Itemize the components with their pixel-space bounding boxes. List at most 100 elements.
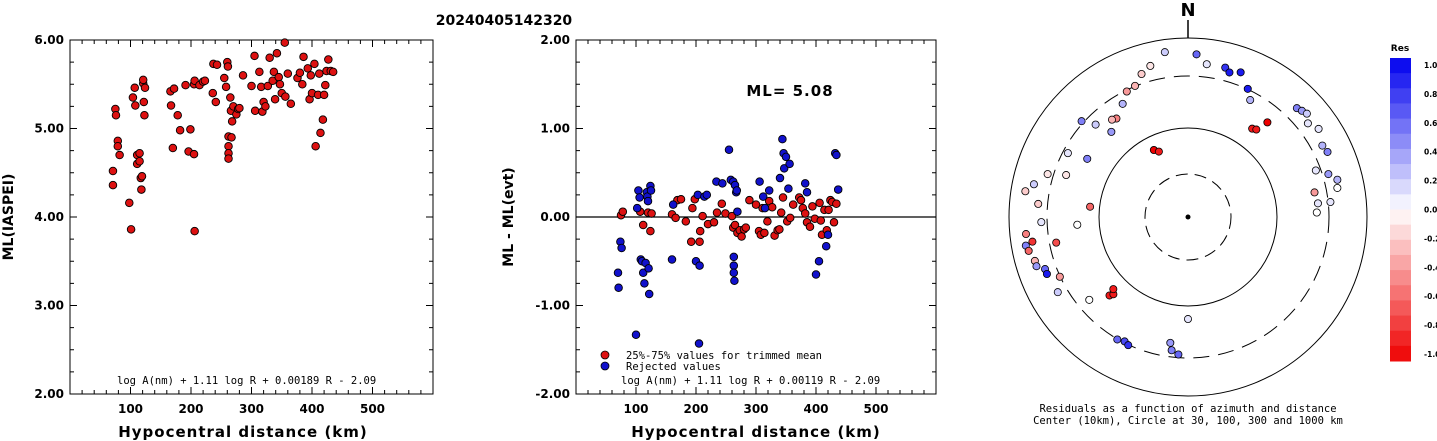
polar-point [1310, 188, 1319, 197]
data-point [111, 110, 121, 120]
data-point [250, 51, 259, 61]
data-point [823, 230, 833, 239]
data-point [613, 268, 623, 278]
data-point [781, 152, 791, 162]
data-point [802, 187, 812, 197]
colorbar-labels: 1.0 0.8 0.6 0.4 0.2 0.0 -0.2 -0.4 -0.6 -0.8 -1.0 [1424, 61, 1437, 359]
polar-point [1243, 84, 1252, 93]
data-point [135, 156, 144, 166]
caption-line-1: Residuals as a function of azimuth and d… [1039, 403, 1336, 415]
data-point [235, 103, 244, 113]
polar-point [1029, 180, 1038, 189]
y-tick-label: 4.00 [34, 210, 64, 224]
polar-point [1122, 87, 1131, 96]
data-point [223, 62, 233, 71]
data-point [263, 81, 273, 91]
data-point [667, 255, 677, 264]
y-tick-label: -1.00 [535, 299, 570, 313]
colorbar-block [1390, 118, 1411, 135]
data-point [255, 67, 264, 77]
formula-label: log A(nm) + 1.11 log R + 0.00119 R - 2.0… [621, 375, 880, 387]
colorbar-block [1390, 300, 1411, 317]
data-point [137, 172, 147, 181]
colorbar-label: -0.4 [1424, 263, 1437, 272]
polar-point [1037, 218, 1046, 227]
data-point [280, 38, 290, 47]
data-point [727, 211, 737, 221]
data-point [698, 211, 707, 221]
polar-point [1032, 262, 1041, 271]
polar-point [1022, 230, 1031, 239]
data-point [138, 75, 148, 85]
colorbar-label: 0.8 [1424, 90, 1437, 99]
data-points [108, 38, 338, 236]
colorbar-block [1390, 224, 1411, 241]
x-tick-label: 200 [178, 402, 203, 416]
data-point [784, 184, 793, 193]
polar-point [1131, 81, 1140, 90]
x-tick-label: 400 [299, 402, 324, 416]
x-axis-label: Hypocentral distance (km) [631, 423, 881, 441]
data-point [319, 90, 329, 100]
colorbar-label: 0.2 [1424, 177, 1437, 186]
polar-point [1311, 166, 1320, 175]
polar-point [1091, 120, 1100, 129]
data-point [318, 115, 328, 124]
y-tick-label: 6.00 [34, 33, 64, 47]
x-tick-label: 500 [360, 402, 385, 416]
polar-point [1085, 295, 1094, 304]
data-point [131, 101, 140, 110]
caption-line-2: Center (10km), Circle at 30, 100, 300 an… [1033, 415, 1343, 427]
data-point [695, 261, 704, 270]
circle-100km [1098, 127, 1278, 307]
polar-point [1073, 220, 1082, 229]
data-point [126, 225, 136, 234]
data-point [745, 195, 754, 205]
data-point [712, 208, 722, 217]
polar-point [1314, 124, 1323, 133]
y-tick-label: 0.00 [540, 210, 570, 224]
data-point [275, 79, 285, 89]
polar-point [1028, 237, 1037, 246]
data-point [833, 185, 843, 194]
polar-point [1024, 246, 1033, 255]
polar-point [1302, 109, 1311, 118]
data-point [800, 179, 810, 188]
x-tick-label: 100 [118, 402, 143, 416]
polar-point [1236, 68, 1245, 77]
data-point [108, 180, 118, 190]
polar-point [1174, 350, 1183, 359]
data-point [796, 195, 806, 205]
polar-point [1021, 187, 1030, 196]
y-tick-label: 3.00 [34, 299, 64, 313]
colorbar-block [1390, 330, 1411, 347]
data-point [760, 228, 769, 238]
data-point [315, 69, 324, 78]
data-point [227, 117, 237, 126]
data-point [261, 102, 270, 111]
data-point [286, 99, 296, 108]
colorbar-block [1390, 58, 1411, 74]
polar-point [1137, 69, 1146, 78]
data-point [283, 69, 293, 78]
polar-point [1077, 117, 1086, 126]
data-point [832, 199, 841, 208]
polar-point [1118, 99, 1127, 108]
x-tick-labels: 100 200 300 400 500 [623, 402, 888, 416]
data-point [778, 134, 787, 144]
polar-point [1252, 125, 1261, 134]
data-point [709, 218, 719, 227]
polar-point [1313, 199, 1322, 208]
colorbar-label: 1.0 [1424, 61, 1437, 70]
data-point [763, 217, 772, 226]
x-tick-label: 100 [623, 402, 648, 416]
polar-point [1052, 238, 1061, 247]
data-point [614, 283, 623, 293]
x-tick-label: 200 [683, 402, 708, 416]
data-point [250, 106, 260, 116]
polar-point [1160, 48, 1169, 57]
data-point [238, 71, 248, 80]
polar-point [1246, 96, 1255, 105]
data-points [613, 134, 843, 348]
polar-point [1166, 338, 1175, 347]
